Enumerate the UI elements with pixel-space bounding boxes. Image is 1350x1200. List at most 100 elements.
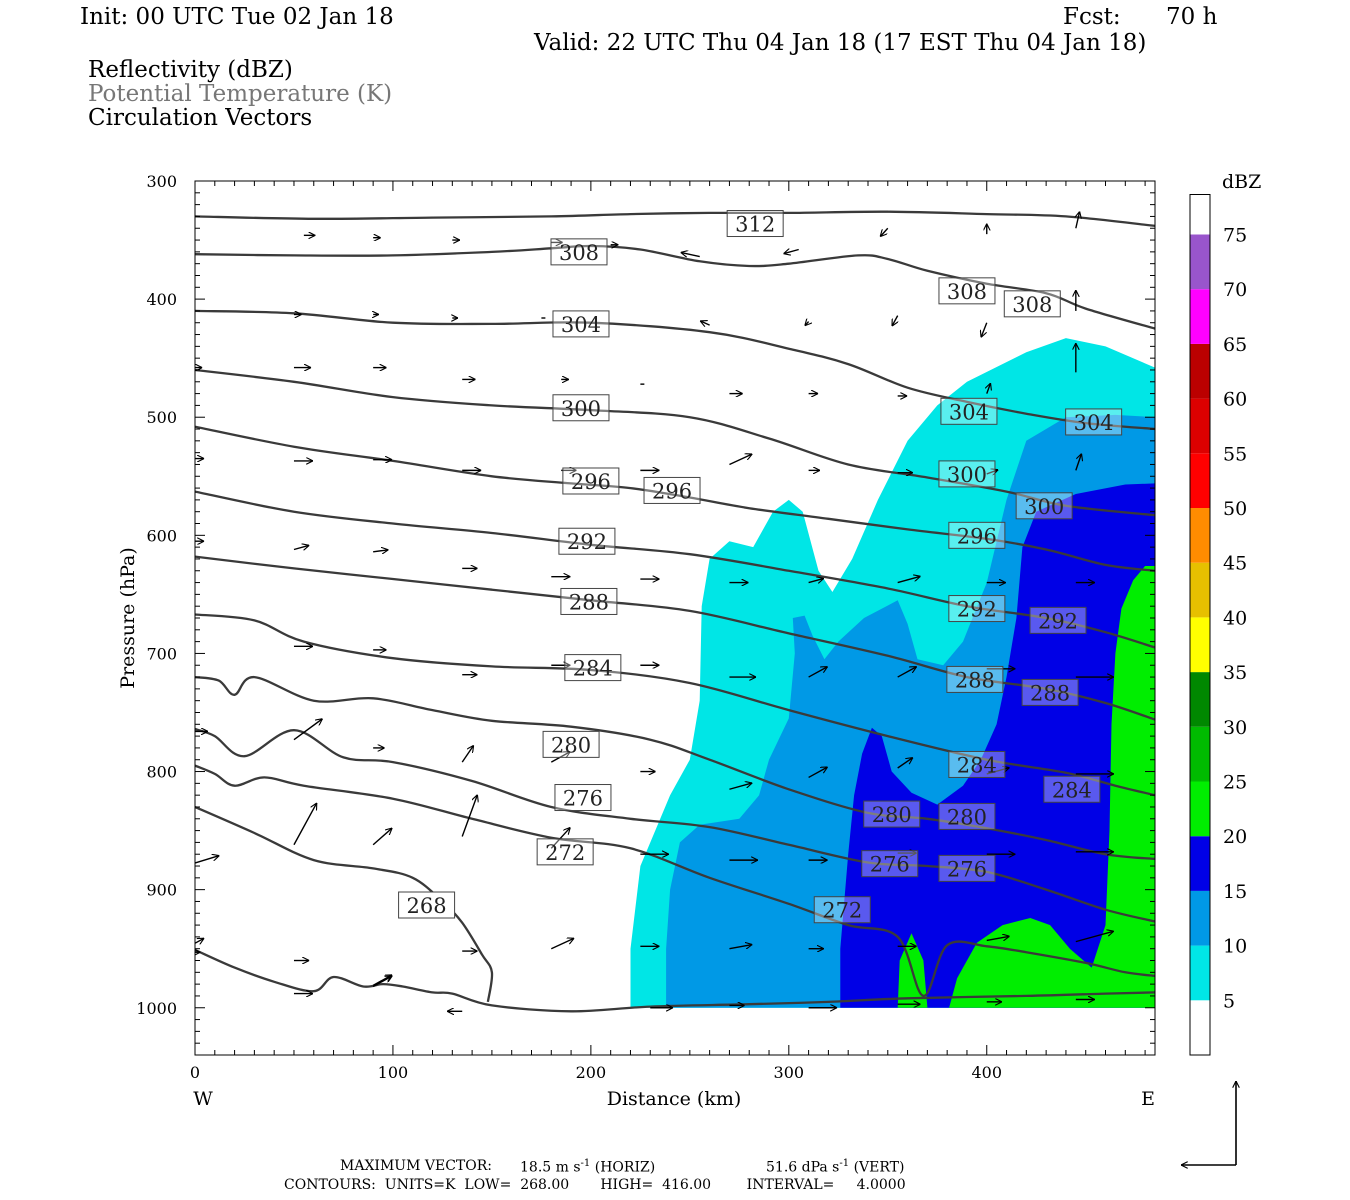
colorbar-label: 75 [1223,225,1247,247]
contour-label-288-0: 288 [560,587,618,615]
contour-label-box [946,665,1004,693]
reflectivity-region-20dbz-4 [949,566,1155,1008]
contour-label-text: 300 [1024,495,1064,519]
colorbar-label: 70 [1223,279,1247,301]
contour-label-box [554,784,612,812]
theta-contour-284 [195,613,1155,797]
contour-label-268-0: 268 [398,891,456,919]
contour-label-box [398,891,456,919]
contour-info: CONTOURS: UNITS=K LOW= 268.00 HIGH= 416.… [284,1177,906,1193]
circulation-vector [293,803,318,846]
colorbar-swatch-2 [1190,890,1210,946]
max-vector-horizontal: 18.5 m s-1 (HORIZ) [520,1158,656,1176]
max-vector-label: MAXIMUM VECTOR: [340,1158,492,1174]
colorbar-swatch-13 [1190,289,1210,344]
contour-label-296-0: 296 [562,467,620,495]
circulation-vector [987,383,991,394]
contour-label-304-0: 304 [552,310,610,338]
contour-label-text: 288 [569,590,609,614]
contour-label-text: 280 [947,805,987,829]
colorbar-label: 55 [1223,443,1247,465]
contour-label-box [1065,408,1123,436]
circulation-vector [981,322,988,338]
contour-label-box [938,460,996,488]
colorbar-swatch-8 [1190,562,1210,618]
contour-label-292-1: 292 [948,595,1006,623]
contour-label-box [550,238,608,266]
contour-label-text: 284 [573,657,613,681]
circulation-vector [293,719,323,741]
contour-label-284-1: 284 [948,750,1006,778]
contour-label-284-0: 284 [564,654,622,682]
contour-label-box [726,210,784,238]
contour-label-box [643,476,701,504]
contour-label-box [948,750,1006,778]
contour-label-box [536,838,594,866]
colorbar-swatch-12 [1190,343,1210,399]
contour-label-box [558,527,616,555]
contour-label-text: 288 [1030,681,1070,705]
contour-label-text: 296 [957,524,997,548]
circulation-vector [461,795,477,837]
circulation-vector [1075,931,1114,943]
contour-label-text: 268 [407,894,447,918]
y-tick-label: 400 [146,290,177,309]
circulation-vector [195,856,219,864]
circulation-vector [986,470,998,474]
contour-label-text: 284 [1052,778,1092,802]
circulation-vector [373,550,388,552]
contour-label-text: 308 [1012,293,1052,317]
contour-label-272-0: 272 [536,838,594,866]
circulation-vector [986,768,1010,775]
contour-label-box [564,654,622,682]
contour-label-text: 272 [822,899,862,923]
colorbar-swatch-15 [1190,194,1210,235]
contour-label-box [1029,606,1087,634]
contour-label-312-0: 312 [726,210,784,238]
colorbar-swatch-4 [1190,781,1210,837]
y-tick-label: 700 [146,644,177,663]
colorbar-swatch-5 [1190,726,1210,782]
init-time: Init: 00 UTC Tue 02 Jan 18 [80,4,394,30]
circulation-vector [784,250,799,254]
circulation-vector [681,252,700,256]
contour-label-box [542,730,600,758]
west-label: W [193,1088,213,1110]
y-axis-title: Pressure (hPa) [117,547,139,689]
circulation-vector [1075,454,1082,471]
theta-contour-288 [195,555,1155,721]
contour-label-box [948,521,1006,549]
contour-label-296-2: 296 [948,521,1006,549]
contour-label-288-1: 288 [946,665,1004,693]
circulation-vector [729,454,752,466]
contour-label-text: 308 [947,280,987,304]
contour-label-box [1021,678,1079,706]
circulation-vector [293,545,309,549]
x-tick-label: 300 [774,1063,805,1082]
y-tick-label: 1000 [136,999,177,1018]
contour-label-text: 276 [563,787,603,811]
circulation-vector [808,578,824,582]
contour-label-300-1: 300 [938,460,996,488]
contour-label-text: 276 [870,853,910,877]
circulation-vector [880,227,889,236]
contour-label-box [948,595,1006,623]
reference-vector-icon [1181,1081,1236,1165]
max-vector-vertical: 51.6 dPa s-1 (VERT) [766,1158,905,1176]
colorbar-swatch-0 [1190,1000,1210,1055]
theta-contour-304 [195,309,1155,431]
contour-label-272-1: 272 [813,896,871,924]
contour-label-300-2: 300 [1015,492,1073,520]
colorbar-swatch-1 [1190,945,1210,1001]
contour-label-text: 280 [551,733,591,757]
circulation-vector [700,321,710,325]
colorbar-label: 60 [1223,389,1247,411]
colorbar-label: 35 [1223,662,1247,684]
colorbar-label: 40 [1223,607,1247,629]
theta-contour-280 [195,675,1155,861]
contour-label-308-0: 308 [550,238,608,266]
contour-label-box [938,277,996,305]
circulation-vector [461,745,473,763]
circulation-vector [805,322,809,326]
contour-label-276-2: 276 [938,854,996,882]
